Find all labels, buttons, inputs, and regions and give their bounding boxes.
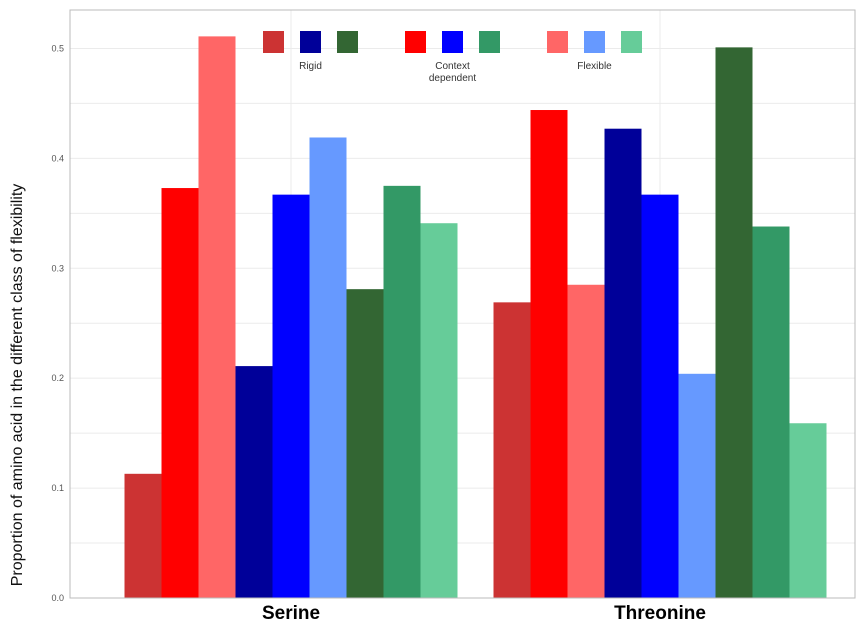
y-axis-title: Proportion of amino acid in the differen… — [9, 184, 26, 587]
bar — [420, 223, 458, 598]
legend-key — [442, 31, 463, 53]
legend-label: Context — [435, 61, 470, 72]
bar — [272, 194, 310, 598]
legend-key — [337, 31, 358, 53]
x-category-label: Serine — [262, 603, 320, 624]
plot-border — [69, 9, 856, 599]
bar — [161, 188, 199, 599]
bar — [604, 128, 642, 598]
bar — [641, 194, 679, 598]
legend-key — [621, 31, 642, 53]
y-tick-label: 0.4 — [51, 153, 64, 163]
bar — [383, 185, 421, 598]
bar — [309, 137, 347, 599]
bar — [530, 110, 568, 598]
y-tick-label: 0.0 — [51, 593, 64, 603]
y-tick-label: 0.5 — [51, 43, 64, 53]
bar — [567, 284, 605, 598]
legend-label: dependent — [429, 73, 476, 84]
legend-key — [479, 31, 500, 53]
legend-key — [263, 31, 284, 53]
bar — [198, 36, 236, 599]
bar — [493, 302, 531, 598]
bar — [124, 473, 162, 598]
x-category-label: Threonine — [614, 603, 706, 624]
bars — [124, 36, 827, 599]
y-tick-label: 0.1 — [51, 483, 64, 493]
bar — [789, 423, 827, 598]
axes: 0.0 0.1 0.2 0.3 0.4 0.5 Serine Threonine — [51, 9, 856, 624]
legend-label: Flexible — [577, 61, 612, 72]
legend-key — [547, 31, 568, 53]
bar — [678, 373, 716, 598]
legend-key — [584, 31, 605, 53]
legend-label: Rigid — [299, 61, 322, 72]
legend-key — [300, 31, 321, 53]
bar — [752, 226, 790, 599]
y-tick-label: 0.3 — [51, 263, 64, 273]
bar — [715, 47, 753, 598]
bar — [346, 289, 384, 598]
y-tick-label: 0.2 — [51, 373, 64, 383]
legend-key — [405, 31, 426, 53]
bar — [235, 366, 273, 598]
